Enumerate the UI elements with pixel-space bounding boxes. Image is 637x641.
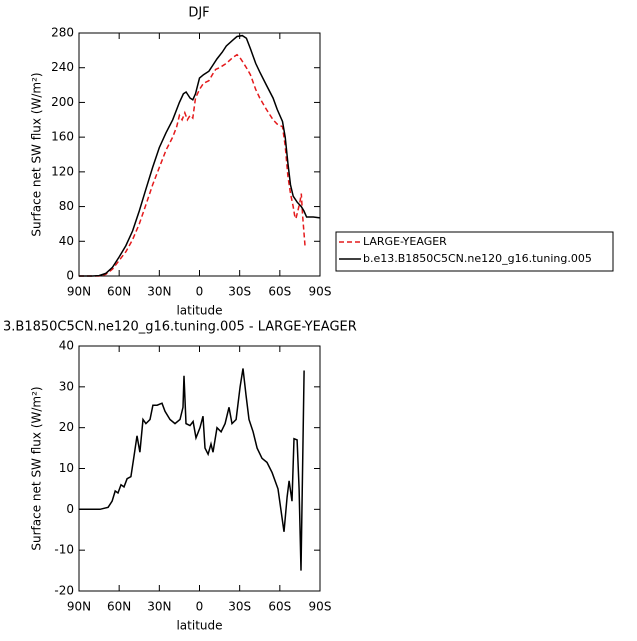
y-tick-label: 40 [59, 339, 74, 353]
y-tick-label: 240 [51, 60, 74, 74]
y-tick-label: 280 [51, 26, 74, 40]
y-tick-label: -20 [54, 584, 74, 598]
series-line [79, 53, 306, 277]
x-axis-label: latitude [176, 619, 222, 633]
x-tick-label: 60S [268, 600, 291, 614]
y-tick-label: -10 [54, 543, 74, 557]
chart-title: DJF [188, 6, 209, 21]
series-line [79, 368, 305, 571]
y-tick-label: 0 [66, 502, 74, 516]
x-tick-label: 90N [67, 285, 91, 299]
y-tick-label: 80 [59, 199, 74, 213]
plot-frame [78, 32, 321, 277]
legend-label: LARGE-YEAGER [363, 235, 447, 248]
x-axis-label: latitude [176, 304, 222, 318]
y-axis-label: Surface net SW flux (W/m²) [30, 386, 44, 550]
y-tick-label: 120 [51, 164, 74, 178]
x-tick-label: 90S [309, 600, 332, 614]
y-tick-label: 160 [51, 130, 74, 144]
x-tick-label: 90N [67, 600, 91, 614]
legend-box [335, 231, 614, 272]
y-tick-label: 10 [59, 461, 74, 475]
x-tick-label: 60N [107, 600, 131, 614]
x-tick-label: 90S [309, 285, 332, 299]
chart-title: 3.B1850C5CN.ne120_g16.tuning.005 - LARGE… [3, 320, 357, 335]
plot-frame [78, 345, 321, 592]
x-tick-label: 30S [228, 600, 251, 614]
y-tick-label: 20 [59, 420, 74, 434]
y-tick-label: 30 [59, 379, 74, 393]
y-tick-label: 200 [51, 95, 74, 109]
y-axis-label: Surface net SW flux (W/m²) [30, 72, 44, 236]
legend-label: b.e13.B1850C5CN.ne120_g16.tuning.005 [363, 252, 592, 265]
x-tick-label: 0 [196, 600, 204, 614]
y-tick-label: 40 [59, 234, 74, 248]
x-tick-label: 60S [268, 285, 291, 299]
x-tick-label: 30N [147, 600, 171, 614]
x-tick-label: 60N [107, 285, 131, 299]
x-tick-label: 30N [147, 285, 171, 299]
y-tick-label: 0 [66, 269, 74, 283]
x-tick-label: 0 [196, 285, 204, 299]
x-tick-label: 30S [228, 285, 251, 299]
series-line [79, 34, 321, 277]
